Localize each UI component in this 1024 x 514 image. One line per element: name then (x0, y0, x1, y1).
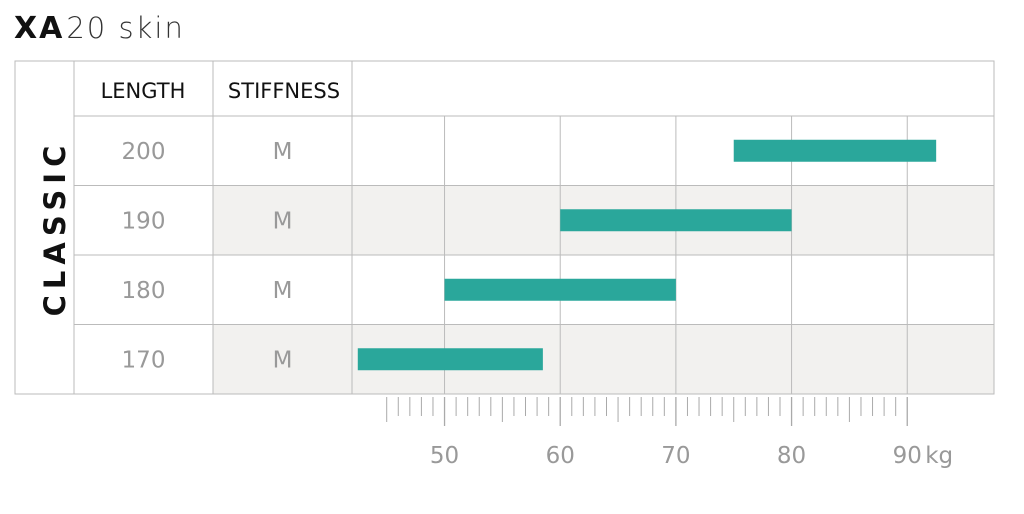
chart-title: XA20 skin (14, 8, 185, 48)
stiffness-value: M (273, 139, 293, 165)
x-tick-label: 50 (430, 443, 459, 469)
length-value: 200 (122, 139, 166, 165)
x-tick-label: 80 (777, 443, 806, 469)
table-cells: 200 M 190 M 180 M 170 M (122, 139, 293, 374)
weight-range-bar (357, 348, 543, 371)
stiffness-value: M (273, 208, 293, 234)
title-model: XA (14, 11, 65, 46)
x-axis: 50 60 70 80 90 kg (386, 397, 953, 469)
header-length: LENGTH (101, 79, 186, 103)
x-tick-label: 90 (893, 443, 922, 469)
table-borders (14, 60, 995, 395)
row-stripe (213, 324, 994, 394)
title-variant: 20 skin (66, 11, 185, 45)
stiffness-value: M (273, 347, 293, 373)
length-value: 180 (122, 278, 166, 304)
length-value: 190 (122, 208, 166, 234)
x-unit-label: kg (925, 443, 953, 469)
weight-range-bar (733, 139, 937, 162)
table-outline (14, 60, 995, 395)
weight-range-bar (444, 278, 676, 301)
header-stiffness: STIFFNESS (228, 79, 340, 103)
weight-range-bar (560, 209, 792, 232)
side-label: CLASSIC (38, 140, 72, 317)
weight-bars (357, 139, 937, 371)
x-tick-label: 70 (661, 443, 690, 469)
stiffness-value: M (273, 278, 293, 304)
length-value: 170 (122, 347, 166, 373)
x-tick-label: 60 (546, 443, 575, 469)
row-stripes (213, 185, 994, 394)
